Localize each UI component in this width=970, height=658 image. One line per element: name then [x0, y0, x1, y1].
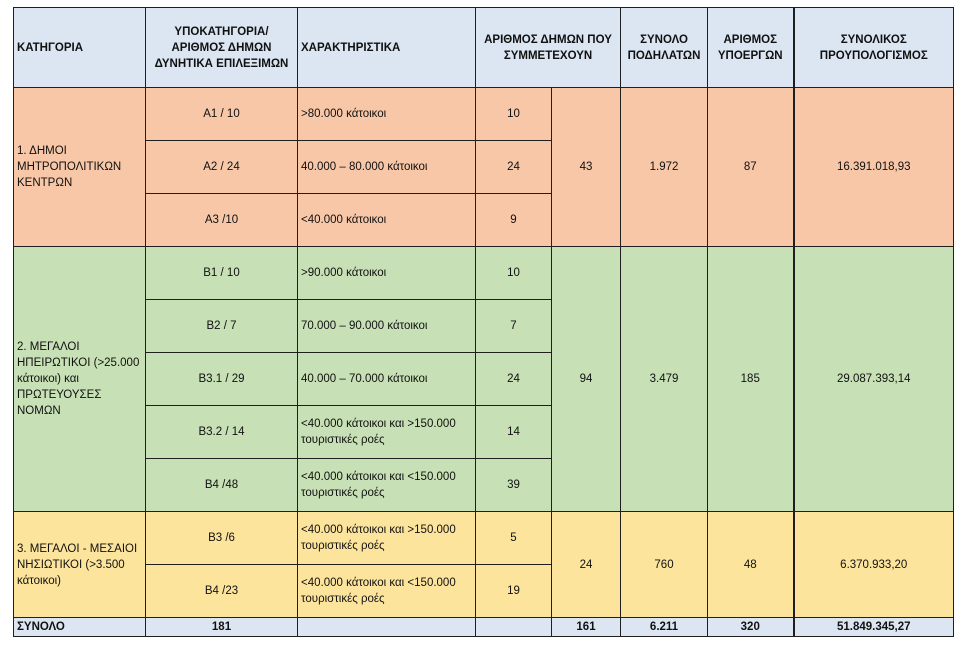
subprojects-cell: 87: [707, 87, 795, 247]
subprojects-cell: 185: [707, 246, 795, 512]
header-budget: ΣΥΝΟΛΙΚΟΣ ΠΡΟΥΠΟΛΟΓΙΣΜΟΣ: [793, 7, 954, 88]
characteristics-cell: <40.000 κάτοικοι και >150.000 τουριστικέ…: [297, 405, 476, 459]
characteristics-cell: <40.000 κάτοικοι και <150.000 τουριστικέ…: [297, 458, 476, 512]
subcategory-cell: Β4 /48: [145, 458, 298, 512]
subcategory-cell: Α1 / 10: [145, 87, 298, 141]
characteristics-cell: >90.000 κάτοικοι: [297, 246, 476, 300]
header-subcategory: ΥΠΟΚΑΤΗΓΟΡΙΑ/ ΑΡΙΘΜΟΣ ΔΗΜΩΝ ΔΥΝΗΤΙΚΑ ΕΠΙ…: [145, 7, 298, 88]
table-row: Α2 / 24 40.000 – 80.000 κάτοικοι 24: [14, 140, 954, 194]
bikes-cell: 1.972: [620, 87, 708, 247]
totals-subcategory: 181: [145, 617, 298, 637]
subcategory-cell: Β4 /23: [145, 564, 298, 618]
totals-row: ΣΥΝΟΛΟ 181 161 6.211 320 51.849.345,27: [13, 617, 954, 637]
participating-cell: 24: [475, 352, 552, 406]
subcategory-cell: Α2 / 24: [145, 140, 298, 194]
group-participating-total: 94: [551, 246, 621, 512]
table-row: Β3.1 / 29 40.000 – 70.000 κάτοικοι 24: [14, 352, 954, 406]
characteristics-cell: <40.000 κάτοικοι και <150.000 τουριστικέ…: [297, 564, 476, 618]
header-participating: ΑΡΙΘΜΟΣ ΔΗΜΩΝ ΠΟΥ ΣΥΜΜΕΤΕΧΟΥΝ: [475, 7, 621, 88]
header-subprojects: ΑΡΙΘΜΟΣ ΥΠΟΕΡΓΩΝ: [707, 7, 795, 88]
characteristics-cell: <40.000 κάτοικοι και >150.000 τουριστικέ…: [297, 511, 476, 565]
subcategory-cell: Β3.1 / 29: [145, 352, 298, 406]
bikes-cell: 3.479: [620, 246, 708, 512]
characteristics-cell: 40.000 – 80.000 κάτοικοι: [297, 140, 476, 194]
subcategory-cell: Β3.2 / 14: [145, 405, 298, 459]
subprojects-cell: 48: [707, 511, 795, 618]
subcategory-cell: Β2 / 7: [145, 299, 298, 353]
participating-cell: 7: [475, 299, 552, 353]
participating-cell: 39: [475, 458, 552, 512]
budget-cell: 16.391.018,93: [793, 87, 954, 247]
characteristics-cell: <40.000 κάτοικοι: [297, 193, 476, 247]
summary-table: ΚΑΤΗΓΟΡΙΑ ΥΠΟΚΑΤΗΓΟΡΙΑ/ ΑΡΙΘΜΟΣ ΔΗΜΩΝ ΔΥ…: [13, 7, 954, 637]
category-cell: 1. ΔΗΜΟΙ ΜΗΤΡΟΠΟΛΙΤΙΚΩΝ ΚΕΝΤΡΩΝ: [13, 87, 146, 247]
group-participating-total: 24: [551, 511, 621, 618]
category-cell: 3. ΜΕΓΑΛΟΙ - ΜΕΣΑΙΟΙ ΝΗΣΙΩΤΙΚΟΙ (>3.500 …: [13, 511, 146, 618]
header-characteristics: ΧΑΡΑΚΤΗΡΙΣΤΙΚΑ: [297, 7, 476, 88]
subcategory-cell: Β3 /6: [145, 511, 298, 565]
participating-cell: 5: [475, 511, 552, 565]
header-category: ΚΑΤΗΓΟΡΙΑ: [13, 7, 146, 88]
participating-cell: 14: [475, 405, 552, 459]
participating-cell: 10: [475, 246, 552, 300]
totals-label: ΣΥΝΟΛΟ: [13, 617, 146, 637]
totals-bikes: 6.211: [620, 617, 708, 637]
participating-cell: 10: [475, 87, 552, 141]
characteristics-cell: >80.000 κάτοικοι: [297, 87, 476, 141]
category-cell: 2. ΜΕΓΑΛΟΙ ΗΠΕΙΡΩΤΙΚΟΙ (>25.000 κάτοικοι…: [13, 246, 146, 512]
table-row: 1. ΔΗΜΟΙ ΜΗΤΡΟΠΟΛΙΤΙΚΩΝ ΚΕΝΤΡΩΝ Α1 / 10 …: [13, 87, 954, 247]
characteristics-cell: 40.000 – 70.000 κάτοικοι: [297, 352, 476, 406]
subcategory-cell: Α3 /10: [145, 193, 298, 247]
totals-subprojects: 320: [707, 617, 795, 637]
totals-empty-cell: [475, 617, 552, 637]
totals-empty-cell: [297, 617, 476, 637]
table-row: Β4 /23 <40.000 κάτοικοι και <150.000 του…: [14, 564, 954, 618]
budget-cell: 29.087.393,14: [793, 246, 954, 512]
group-participating-total: 43: [551, 87, 621, 247]
header-bikes: ΣΥΝΟΛΟ ΠΟΔΗΛΑΤΩΝ: [620, 7, 708, 88]
participating-cell: 9: [475, 193, 552, 247]
characteristics-cell: 70.000 – 90.000 κάτοικοι: [297, 299, 476, 353]
table-row: 2. ΜΕΓΑΛΟΙ ΗΠΕΙΡΩΤΙΚΟΙ (>25.000 κάτοικοι…: [13, 246, 954, 512]
participating-cell: 19: [475, 564, 552, 618]
subcategory-cell: Β1 / 10: [145, 246, 298, 300]
table-row: Β3.2 / 14 <40.000 κάτοικοι και >150.000 …: [14, 405, 954, 459]
totals-budget: 51.849.345,27: [793, 617, 954, 637]
totals-participating: 161: [551, 617, 621, 637]
bikes-cell: 760: [620, 511, 708, 618]
header-row: ΚΑΤΗΓΟΡΙΑ ΥΠΟΚΑΤΗΓΟΡΙΑ/ ΑΡΙΘΜΟΣ ΔΗΜΩΝ ΔΥ…: [13, 7, 954, 88]
budget-cell: 6.370.933,20: [793, 511, 954, 618]
table-row: Α3 /10 <40.000 κάτοικοι 9: [14, 193, 954, 247]
table-row: 3. ΜΕΓΑΛΟΙ - ΜΕΣΑΙΟΙ ΝΗΣΙΩΤΙΚΟΙ (>3.500 …: [13, 511, 954, 618]
participating-cell: 24: [475, 140, 552, 194]
